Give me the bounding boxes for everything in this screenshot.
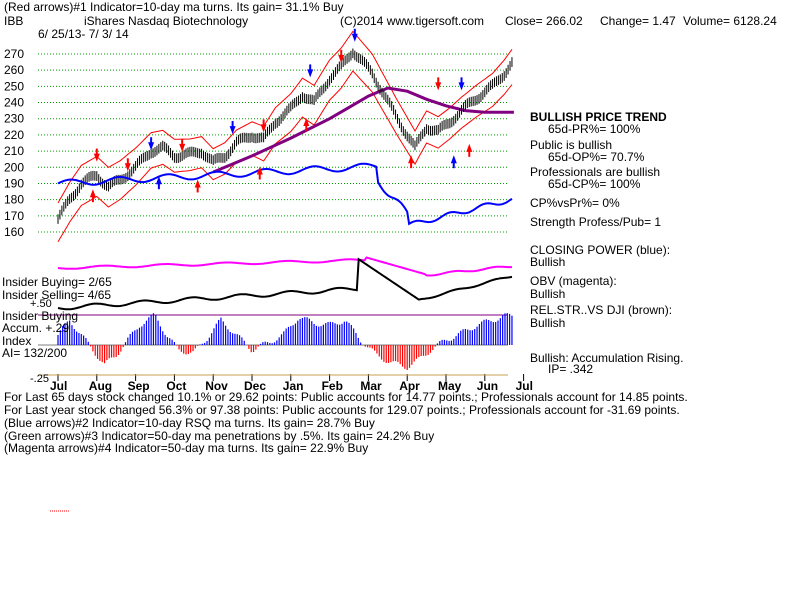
- footer-65day: For Last 65 days stock changed 10.1% or …: [4, 390, 688, 404]
- sell-arrow-icon: [179, 143, 186, 152]
- y-tick-label: 230: [4, 112, 24, 126]
- ma50-curve: [212, 86, 514, 174]
- signal-arrows: [50, 28, 473, 512]
- x-tick-label: Mar: [360, 379, 382, 393]
- y-tick-label: 210: [4, 144, 24, 158]
- closing-power-label: CLOSING POWER (blue):: [530, 243, 671, 257]
- y-axis-ticks: 160 170 180 190 200 210 220 230 240 250 260 270: [4, 47, 24, 239]
- x-tick-label: Nov: [205, 379, 228, 393]
- buy-arrow-icon: [466, 143, 473, 152]
- upper-band: [57, 30, 513, 204]
- sell-arrow-icon: [435, 82, 442, 91]
- sell-arrow-icon: [124, 163, 131, 172]
- sell-arrow-icon: [307, 69, 314, 78]
- y-tick-label: 160: [4, 225, 24, 239]
- buy-arrow-icon: [89, 189, 96, 198]
- sell-arrow-icon: [260, 124, 267, 133]
- x-tick-label: Oct: [166, 379, 186, 393]
- sell-arrow-icon: [148, 142, 155, 151]
- y-tick-label: 250: [4, 79, 24, 93]
- public-bullish: Public is bullish: [530, 138, 613, 152]
- y-tick-label: 260: [4, 63, 24, 77]
- accum-scale-bottom: -.25: [30, 373, 49, 385]
- obv-line: [57, 256, 512, 277]
- sell-arrow-icon: [93, 153, 100, 162]
- buy-arrow-icon: [408, 155, 415, 164]
- relstr-line: [57, 257, 513, 311]
- x-tick-label: Sep: [128, 379, 150, 393]
- price-bands: [57, 30, 513, 242]
- index-label: Index: [2, 334, 32, 348]
- buy-arrow-icon: [450, 155, 457, 164]
- x-tick-label: Jun: [477, 379, 498, 393]
- insider-selling: Insider Selling= 4/65: [2, 288, 112, 302]
- relstr-curve: [57, 257, 513, 311]
- buy-arrow-icon: [303, 118, 310, 126]
- x-tick-label: Jul: [50, 379, 67, 393]
- buy-arrow-icon: [194, 179, 201, 188]
- obv-label: OBV (magenta):: [530, 274, 617, 288]
- buy-arrow-icon: [155, 176, 162, 185]
- security-name: iShares Nasdaq Biotechnology: [84, 14, 249, 28]
- insider-buying: Insider Buying= 2/65: [2, 275, 112, 289]
- accum-rising: Bullish: Accumulation Rising.: [530, 351, 684, 365]
- cp-vs-pr: CP%vsPr%= 0%: [530, 196, 620, 210]
- green-arrows-legend: (Green arrows)#3 Indicator=50-day ma pen…: [4, 429, 435, 443]
- y-tick-label: 190: [4, 176, 24, 190]
- insider-buying-label: Insider Buying: [2, 309, 79, 323]
- pr-pct: 65d-PR%= 100%: [548, 122, 641, 136]
- sell-arrow-icon: [338, 54, 345, 63]
- y-tick-label: 180: [4, 193, 24, 207]
- buy-arrow-icon: [256, 166, 263, 175]
- ma50-line: [212, 86, 514, 174]
- y-tick-label: 200: [4, 160, 24, 174]
- ai-label: AI= 132/200: [2, 346, 68, 360]
- y-tick-label: 240: [4, 96, 24, 110]
- professionals-bullish: Professionals are bullish: [530, 165, 661, 179]
- obv-status: Bullish: [530, 287, 566, 301]
- accum-scale-top: +.50: [30, 298, 52, 310]
- closing-power-line: [57, 162, 513, 226]
- y-tick-label: 170: [4, 209, 24, 223]
- red-arrows-legend: (Red arrows)#1 Indicator=10-day ma turns…: [4, 0, 344, 14]
- relstr-label: REL.STR..VS DJI (brown):: [530, 303, 673, 317]
- obv-curve: [57, 256, 512, 277]
- sell-arrow-icon: [229, 126, 236, 135]
- closing-power-curve: [57, 162, 513, 226]
- sell-arrow-icon: [458, 82, 465, 91]
- ip-value: IP= .342: [548, 362, 594, 376]
- x-tick-label: Jul: [516, 379, 533, 393]
- copyright: (C)2014 www.tigersoft.com: [340, 14, 485, 28]
- closing-power-status: Bullish: [530, 255, 566, 269]
- op-pct: 65d-OP%= 70.7%: [548, 150, 645, 164]
- y-tick-label: 270: [4, 47, 24, 61]
- x-tick-label: Apr: [399, 379, 420, 393]
- accumulation-histogram: [38, 313, 513, 370]
- symbol: IBB: [4, 14, 24, 28]
- x-tick-label: Aug: [89, 379, 112, 393]
- y-tick-label: 220: [4, 128, 24, 142]
- x-tick-label: May: [438, 379, 462, 393]
- close-value: Close= 266.02: [505, 14, 583, 28]
- blue-arrows-legend: (Blue arrows)#2 Indicator=10-day RSQ ma …: [4, 416, 375, 430]
- accum-label: Accum. +.29: [2, 321, 70, 335]
- cp-pct: 65d-CP%= 100%: [548, 177, 641, 191]
- relstr-status: Bullish: [530, 316, 566, 330]
- bullish-price-trend: BULLISH PRICE TREND: [530, 110, 667, 124]
- magenta-arrows-legend: (Magenta arrows)#4 Indicator=50-day ma t…: [4, 441, 369, 455]
- volume-value: Volume= 6128.24: [683, 14, 777, 28]
- date-range: 6/ 25/13- 7/ 3/ 14: [38, 27, 129, 41]
- strength-ratio: Strength Profess/Pub= 1: [530, 215, 662, 229]
- x-tick-label: Jan: [283, 379, 304, 393]
- x-tick-label: Feb: [322, 379, 343, 393]
- change-value: Change= 1.47: [600, 14, 676, 28]
- x-tick-label: Dec: [244, 379, 266, 393]
- x-axis-ticks: Jul Aug Sep Oct Nov Dec Jan Feb Mar Apr May Jun Jul: [38, 374, 533, 393]
- price-series: [57, 48, 513, 224]
- sell-arrow-icon: [351, 33, 358, 42]
- lower-band: [57, 70, 513, 242]
- footer-year: For Last year stock changed 56.3% or 97.…: [4, 403, 680, 417]
